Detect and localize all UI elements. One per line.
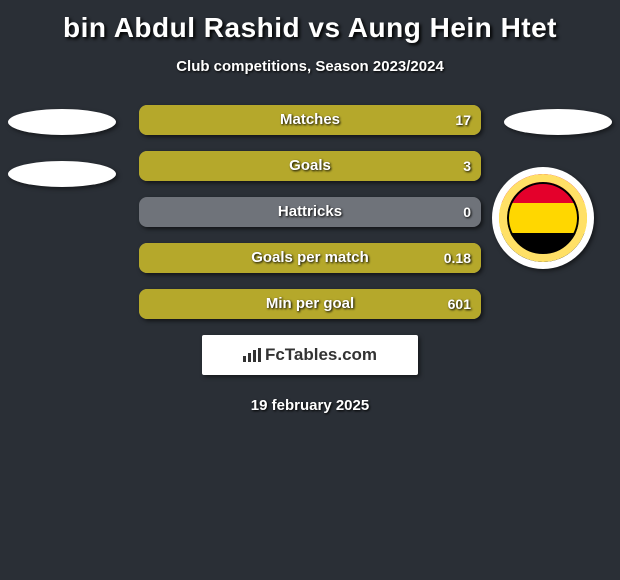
chart-icon	[243, 348, 261, 362]
stat-bar-label: Goals per match	[139, 243, 481, 273]
page-title: bin Abdul Rashid vs Aung Hein Htet	[0, 0, 620, 44]
stat-bars: Matches17 Goals3 Hattricks0 Goals per match…	[139, 105, 481, 319]
stat-bar: Goals per match0.18	[139, 243, 481, 273]
stat-bar-label: Hattricks	[139, 197, 481, 227]
stat-bar: Hattricks0	[139, 197, 481, 227]
stats-area: Matches17 Goals3 Hattricks0 Goals per match…	[0, 105, 620, 319]
stat-bar-label: Goals	[139, 151, 481, 181]
stat-bar: Goals3	[139, 151, 481, 181]
stat-bar: Min per goal601	[139, 289, 481, 319]
stat-bar-value-right: 3	[463, 151, 471, 181]
left-player-markers	[8, 109, 116, 213]
stat-bar: Matches17	[139, 105, 481, 135]
stat-bar-label: Min per goal	[139, 289, 481, 319]
date-label: 19 february 2025	[0, 397, 620, 414]
player-marker-ellipse	[504, 109, 612, 135]
brand-label: FcTables.com	[265, 345, 377, 365]
player-marker-ellipse	[8, 161, 116, 187]
club-badge-inner	[499, 174, 587, 262]
player-marker-ellipse	[8, 109, 116, 135]
stat-bar-value-right: 0.18	[444, 243, 471, 273]
subtitle: Club competitions, Season 2023/2024	[0, 58, 620, 75]
club-badge	[492, 167, 594, 269]
brand-text: FcTables.com	[243, 345, 377, 365]
stat-bar-value-right: 0	[463, 197, 471, 227]
stat-bar-label: Matches	[139, 105, 481, 135]
stat-bar-value-right: 17	[455, 105, 471, 135]
right-player-markers	[504, 109, 612, 161]
brand-box[interactable]: FcTables.com	[202, 335, 418, 375]
stat-bar-value-right: 601	[448, 289, 471, 319]
